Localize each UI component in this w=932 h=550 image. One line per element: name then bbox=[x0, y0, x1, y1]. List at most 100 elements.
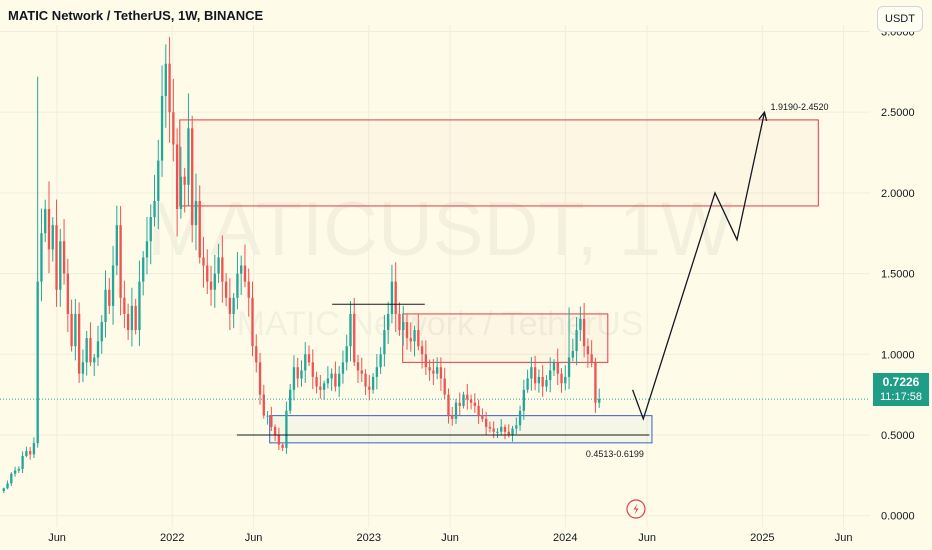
x-tick-label: Jun bbox=[638, 532, 656, 544]
candle-body bbox=[273, 426, 277, 435]
candle-body bbox=[191, 128, 194, 226]
candle-body bbox=[386, 313, 390, 331]
candle-body bbox=[55, 225, 58, 290]
candle-body bbox=[356, 362, 360, 371]
support-zone bbox=[269, 415, 653, 444]
candle-body bbox=[454, 402, 458, 419]
mid-resistance-zone bbox=[402, 313, 609, 363]
candle-body bbox=[266, 415, 269, 417]
candle-body bbox=[209, 281, 213, 290]
last-price-badge: 0.7226 11:17:58 bbox=[873, 373, 929, 406]
candle-body bbox=[375, 367, 379, 377]
candle-body bbox=[311, 362, 314, 377]
candle-body bbox=[556, 362, 559, 374]
candle-body bbox=[322, 383, 326, 390]
y-tick-label: 1.5000 bbox=[881, 269, 915, 281]
x-tick-label: Jun bbox=[441, 532, 459, 544]
candle-body bbox=[157, 160, 160, 201]
candle-body bbox=[360, 370, 363, 374]
candle-body bbox=[349, 313, 352, 347]
projection-path bbox=[631, 110, 768, 421]
candle-body bbox=[119, 225, 122, 298]
last-price-value: 0.7226 bbox=[882, 375, 920, 389]
candle-body bbox=[62, 241, 66, 274]
candle-countdown: 11:17:58 bbox=[879, 391, 922, 403]
candle-body bbox=[481, 415, 484, 419]
candle-body bbox=[66, 273, 70, 314]
candle-body bbox=[594, 362, 597, 403]
candle-body bbox=[409, 338, 412, 342]
candle-body bbox=[138, 281, 141, 331]
x-tick-label: Jun bbox=[245, 532, 263, 544]
candle-body bbox=[236, 273, 239, 298]
candle-body bbox=[240, 265, 243, 274]
candle-body bbox=[345, 346, 348, 363]
candle-body bbox=[315, 376, 318, 387]
candle-body bbox=[405, 322, 409, 339]
candle-body bbox=[413, 330, 416, 342]
candle-body bbox=[300, 370, 303, 379]
x-tick-label: 2025 bbox=[750, 532, 774, 544]
candle-body bbox=[44, 209, 47, 234]
candle-body bbox=[443, 378, 446, 395]
candle-body bbox=[277, 434, 281, 445]
candle-body bbox=[296, 367, 299, 379]
candle-body bbox=[334, 373, 337, 387]
candle-body bbox=[247, 281, 250, 298]
candle-body bbox=[100, 322, 103, 342]
support-zone-label: 0.4513-0.6199 bbox=[586, 449, 644, 459]
candle-body bbox=[469, 399, 473, 403]
candle-body bbox=[251, 297, 254, 347]
projection-arrowhead bbox=[758, 110, 768, 122]
candle-body bbox=[221, 257, 224, 282]
candle-body bbox=[292, 367, 296, 390]
candle-body bbox=[281, 444, 284, 448]
x-tick-label: Jun bbox=[48, 532, 66, 544]
lightning-circle-icon[interactable] bbox=[626, 499, 646, 519]
candle-body bbox=[484, 418, 488, 427]
projection-line bbox=[631, 112, 766, 421]
candle-body bbox=[108, 289, 111, 306]
candle-body bbox=[330, 373, 333, 379]
candle-body bbox=[552, 362, 556, 371]
candle-body bbox=[36, 281, 39, 444]
candle-body bbox=[40, 233, 43, 282]
time-axis[interactable]: Jun 2022 Jun 2023 Jun 2024 Jun 2025 Jun bbox=[48, 532, 852, 544]
x-tick-label: 2024 bbox=[553, 532, 577, 544]
candle-body bbox=[420, 346, 424, 355]
candle-body bbox=[168, 63, 171, 113]
candle-body bbox=[32, 443, 36, 455]
candle-body bbox=[183, 176, 186, 185]
candle-body bbox=[590, 354, 593, 363]
candle-body bbox=[579, 318, 582, 331]
currency-button[interactable]: USDT bbox=[877, 6, 923, 32]
candle-body bbox=[134, 305, 137, 331]
candle-body bbox=[194, 200, 198, 226]
price-axis[interactable]: 0.00000.50001.00001.50002.00002.50003.00… bbox=[881, 26, 915, 522]
candle-body bbox=[10, 473, 13, 484]
candle-body bbox=[111, 265, 115, 306]
candle-body bbox=[500, 426, 503, 432]
y-tick-label: 1.0000 bbox=[881, 349, 915, 361]
candle-body bbox=[224, 281, 228, 298]
candle-body bbox=[371, 376, 375, 390]
candle-body bbox=[575, 330, 578, 352]
candle-body bbox=[6, 483, 9, 489]
candle-body bbox=[402, 322, 405, 331]
candle-body bbox=[145, 241, 149, 258]
candle-body bbox=[492, 428, 495, 432]
candles bbox=[2, 36, 601, 494]
candle-body bbox=[458, 402, 461, 406]
candle-body bbox=[567, 357, 571, 377]
candle-body bbox=[326, 378, 330, 384]
candle-body bbox=[424, 354, 428, 368]
candle-body bbox=[81, 362, 85, 374]
candle-body bbox=[51, 225, 54, 250]
candle-body bbox=[70, 313, 73, 347]
candle-body bbox=[466, 394, 469, 400]
candle-body bbox=[175, 144, 179, 210]
candle-body bbox=[383, 330, 386, 355]
candle-body bbox=[142, 257, 145, 282]
candle-body bbox=[153, 200, 156, 218]
